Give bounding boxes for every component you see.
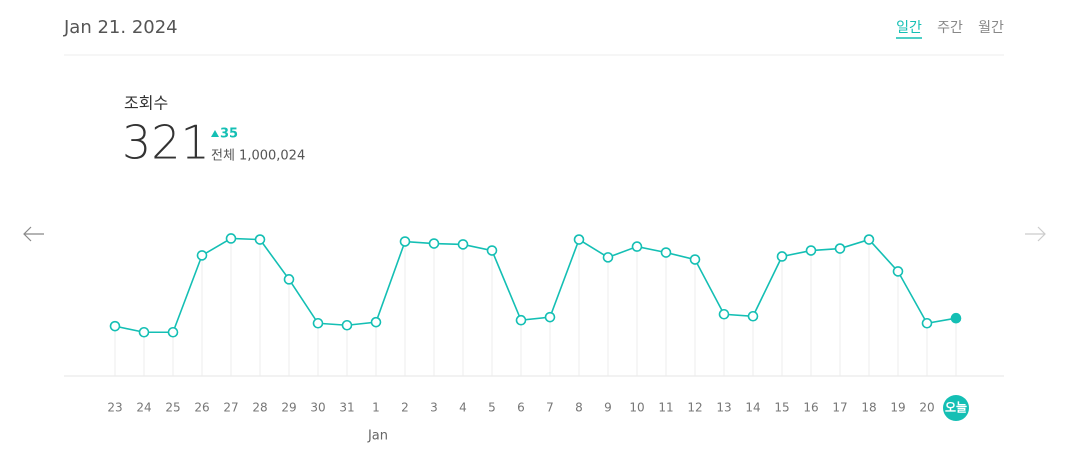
stat-value: 321 xyxy=(122,116,210,170)
x-tick-label: 27 xyxy=(223,401,238,415)
point xyxy=(457,239,469,250)
x-tick-label: 2 xyxy=(401,401,409,415)
point xyxy=(370,316,382,328)
x-tick-label: 23 xyxy=(107,401,122,415)
x-tick-label: 9 xyxy=(604,401,612,415)
x-tick-label: 18 xyxy=(861,401,876,415)
point xyxy=(196,250,208,261)
point xyxy=(718,308,730,320)
point xyxy=(428,238,440,249)
point xyxy=(399,236,411,247)
x-tick-label: 26 xyxy=(194,401,209,415)
point xyxy=(689,254,701,265)
x-tick-label: 13 xyxy=(716,401,731,415)
point xyxy=(660,247,672,258)
x-tick-label: 3 xyxy=(430,401,438,415)
x-tick-label: 17 xyxy=(832,401,847,415)
point xyxy=(283,274,295,285)
x-tick-label: 5 xyxy=(488,401,496,415)
point xyxy=(892,266,904,277)
month-label: Jan xyxy=(367,429,388,444)
line xyxy=(114,237,957,334)
x-tick-label: 7 xyxy=(546,401,554,415)
x-tick-label: 29 xyxy=(281,401,296,415)
x-tick-label: 4 xyxy=(459,401,467,415)
x-tick-label: 19 xyxy=(890,401,905,415)
x-tick-label: 31 xyxy=(339,401,354,415)
point xyxy=(138,326,150,338)
point xyxy=(834,243,846,254)
prev-arrow[interactable] xyxy=(23,226,44,242)
point xyxy=(573,234,585,245)
x-tick-label: 10 xyxy=(629,401,644,415)
x-tick-label: 1 xyxy=(372,401,380,415)
point xyxy=(776,251,788,262)
x-tick-label: 25 xyxy=(165,401,180,415)
stat-label: 조회수 xyxy=(124,94,168,113)
date: Jan 21. 2024 xyxy=(63,17,178,38)
x-tick-label: 15 xyxy=(774,401,789,415)
point xyxy=(602,252,614,263)
x-tick-label: 11 xyxy=(658,401,673,415)
point xyxy=(515,314,527,326)
point xyxy=(544,311,556,323)
x-tick-label: 6 xyxy=(517,401,525,415)
point xyxy=(950,312,962,324)
x-tick-label: 30 xyxy=(310,401,325,415)
tab-daily[interactable]: 일간 xyxy=(896,20,922,36)
stat-change: 35 xyxy=(220,127,238,142)
x-tick-label: 28 xyxy=(252,401,267,415)
tab-weekly[interactable]: 주간 xyxy=(937,20,963,36)
x-tick-label: 20 xyxy=(919,401,934,415)
up-icon xyxy=(211,130,219,137)
point xyxy=(747,310,759,322)
point xyxy=(921,317,933,329)
x-tick-label: 14 xyxy=(745,401,760,415)
next-arrow[interactable] xyxy=(1025,226,1046,242)
x-tick-label: 12 xyxy=(687,401,702,415)
point xyxy=(486,245,498,256)
point xyxy=(225,233,237,244)
point xyxy=(341,319,353,331)
stat-total: 전체 1,000,024 xyxy=(211,149,305,164)
point xyxy=(254,234,266,245)
today-badge xyxy=(943,395,969,421)
point xyxy=(863,234,875,245)
point xyxy=(312,317,324,329)
point xyxy=(109,320,121,332)
point xyxy=(805,245,817,256)
x-tick-label: 24 xyxy=(136,401,151,415)
point xyxy=(167,326,179,338)
tab-monthly[interactable]: 월간 xyxy=(978,20,1004,36)
point xyxy=(631,241,643,252)
x-tick-label: 16 xyxy=(803,401,818,415)
x-tick-label: 오늘 xyxy=(945,401,967,415)
x-tick-label: 8 xyxy=(575,401,583,415)
